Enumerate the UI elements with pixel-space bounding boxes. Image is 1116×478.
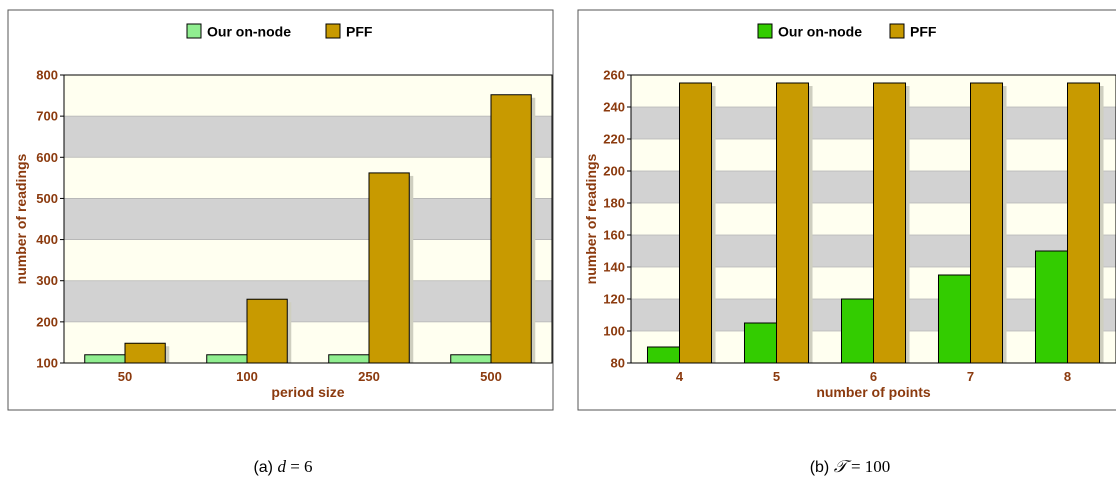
caption-a: (a) d = 6 [253, 457, 312, 476]
y-tick-label: 220 [603, 132, 625, 147]
caption-a-rest: = 6 [286, 457, 313, 476]
bar-our-on-node-500 [450, 354, 492, 364]
y-tick-label: 100 [36, 356, 58, 371]
legend-swatch-pff [325, 23, 341, 39]
caption-a-var: d [277, 457, 286, 476]
bar-pff-7 [970, 82, 1004, 364]
legend-label-our-on-node: Our on-node [778, 24, 862, 40]
y-tick-label: 120 [603, 292, 625, 307]
x-tick-label: 100 [236, 369, 258, 384]
y-tick-label: 700 [36, 109, 58, 124]
bar-pff-5 [776, 82, 810, 364]
x-tick-label: 500 [480, 369, 502, 384]
x-tick-label: 7 [967, 369, 974, 384]
legend-swatch-our-on-node [186, 23, 202, 39]
y-tick-label: 140 [603, 260, 625, 275]
y-axis-label: number of readings [583, 153, 599, 284]
y-axis-label: number of readings [13, 153, 29, 284]
bar-our-on-node-5 [743, 322, 777, 364]
plot-border [630, 74, 1116, 364]
legend-label-our-on-node: Our on-node [207, 24, 291, 40]
y-tick-label: 240 [603, 100, 625, 115]
bar-our-on-node-7 [937, 274, 971, 364]
x-axis-label: period size [271, 384, 344, 400]
y-tick-label: 500 [36, 191, 58, 206]
x-tick-label: 250 [358, 369, 380, 384]
caption-b: (b) 𝒯 = 100 [810, 457, 891, 476]
caption-b-prefix: (b) [810, 459, 834, 476]
x-tick-label: 50 [118, 369, 132, 384]
y-tick-label: 160 [603, 228, 625, 243]
y-tick-label: 600 [36, 150, 58, 165]
bar-pff-500 [490, 94, 532, 364]
grid-band [64, 198, 552, 240]
legend-swatch-pff [889, 23, 905, 39]
grid-band [64, 116, 552, 158]
bar-pff-8 [1067, 82, 1101, 364]
caption-b-rest: = 100 [847, 457, 891, 476]
x-tick-label: 4 [676, 369, 684, 384]
bar-our-on-node-8 [1034, 250, 1068, 364]
chart-a: 100 200 300 400 500 600 700 800 50 100 250 500 perio… [7, 9, 554, 411]
y-tick-label: 400 [36, 232, 58, 247]
legend-label-pff: PFF [910, 24, 937, 40]
y-tick-label: 180 [603, 196, 625, 211]
y-tick-label: 200 [603, 164, 625, 179]
caption-a-prefix: (a) [253, 459, 277, 476]
bar-our-on-node-6 [840, 298, 874, 364]
bar-our-on-node-4 [646, 346, 680, 364]
bar-pff-6 [873, 82, 907, 364]
x-axis-label: number of points [816, 384, 931, 400]
y-tick-label: 260 [603, 68, 625, 83]
y-tick-label: 200 [36, 314, 58, 329]
x-tick-label: 8 [1064, 369, 1071, 384]
bar-pff-100 [246, 298, 288, 364]
x-tick-label: 5 [773, 369, 780, 384]
bar-our-on-node-250 [328, 354, 370, 364]
plot-border [63, 74, 553, 364]
x-tick-label: 6 [870, 369, 877, 384]
y-tick-label: 100 [603, 324, 625, 339]
bar-our-on-node-50 [84, 354, 126, 364]
legend-swatch-our-on-node [757, 23, 773, 39]
legend-label-pff: PFF [346, 24, 373, 40]
y-tick-label: 300 [36, 273, 58, 288]
chart-b: 80 100 120 140 160 180 200 220 240 260 4 5 6 7 8 number… [577, 9, 1116, 411]
bar-our-on-node-100 [206, 354, 248, 364]
grid-band [64, 280, 552, 322]
bar-pff-4 [679, 82, 713, 364]
bar-pff-250 [368, 172, 410, 364]
y-tick-label: 800 [36, 68, 58, 83]
bar-pff-50 [124, 342, 166, 364]
y-tick-label: 80 [611, 356, 625, 371]
